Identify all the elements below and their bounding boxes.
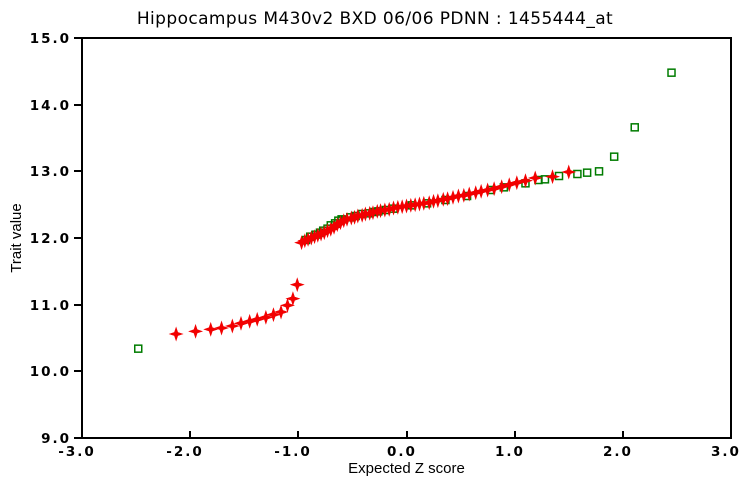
y-tick-label: 14.0: [30, 98, 71, 114]
green-square-point: [582, 168, 592, 177]
y-tick-label: 11.0: [30, 298, 71, 314]
red-diamond-point: [561, 164, 577, 180]
red-diamond-point: [258, 309, 274, 325]
red-diamond-point: [545, 169, 560, 185]
red-diamond-point: [289, 277, 305, 293]
red-diamond-point: [168, 326, 184, 342]
y-tick-label: 10.0: [30, 364, 71, 380]
y-axis-label: Trait value: [8, 203, 25, 273]
green-square-point: [573, 169, 582, 179]
x-tick-label: -1.0: [274, 444, 312, 460]
x-tick-label: 1.0: [495, 444, 525, 460]
red-diamond-point: [242, 313, 258, 329]
green-square-point: [133, 344, 143, 353]
red-diamond-point: [509, 175, 525, 191]
x-tick-label: 2.0: [603, 444, 633, 460]
x-axis-label: Expected Z score: [348, 460, 465, 477]
red-diamond-point: [501, 177, 517, 193]
green-square-point: [609, 152, 619, 161]
chart-title: Hippocampus M430v2 BXD 06/06 PDNN : 1455…: [136, 9, 614, 29]
x-tick-label: 0.0: [387, 444, 417, 460]
green-square-point: [594, 167, 604, 176]
x-tick-label: -2.0: [166, 444, 204, 460]
red-diamond-point: [280, 297, 295, 313]
red-diamond-point: [266, 307, 281, 323]
y-tick-label: 9.0: [41, 431, 71, 447]
green-square-point: [667, 68, 676, 77]
red-diamond-point: [214, 320, 229, 336]
plot-frame: [81, 37, 732, 439]
red-diamond-point: [188, 323, 204, 339]
green-square-point: [630, 123, 639, 132]
red-diamond-point: [249, 311, 265, 327]
x-tick-label: -3.0: [58, 444, 96, 460]
green-square-point: [540, 175, 550, 184]
red-diamond-point: [233, 315, 249, 331]
red-diamond-point: [285, 291, 301, 307]
red-diamond-point: [224, 318, 240, 334]
red-diamond-point: [527, 170, 543, 186]
red-diamond-point: [518, 173, 533, 189]
red-diamond-point: [273, 304, 289, 320]
x-tick-label: 3.0: [711, 444, 741, 460]
y-tick-label: 15.0: [30, 31, 71, 47]
red-diamond-point: [203, 321, 219, 337]
y-tick-label: 13.0: [30, 164, 71, 180]
y-tick-label: 12.0: [30, 231, 71, 247]
